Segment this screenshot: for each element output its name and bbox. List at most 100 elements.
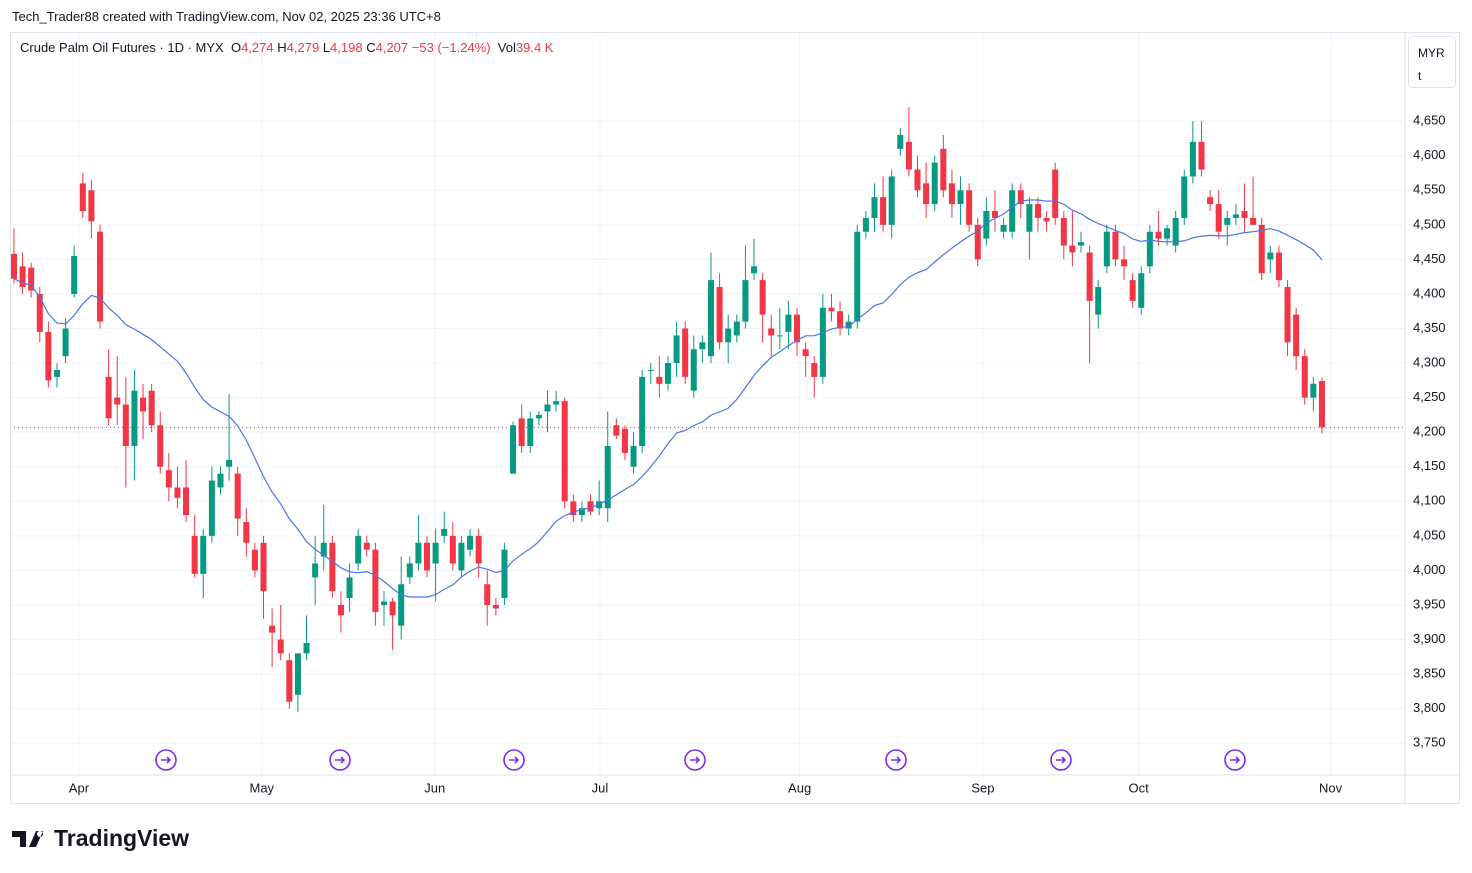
event-icons[interactable] xyxy=(155,749,1246,771)
candle-body xyxy=(1000,224,1007,232)
candle-body xyxy=(441,528,448,536)
candle-body xyxy=(776,335,783,337)
field-label: C xyxy=(366,40,376,55)
event-icon[interactable] xyxy=(1050,749,1072,771)
candle-body xyxy=(510,425,517,474)
candle-body xyxy=(1207,197,1214,205)
candle-body xyxy=(527,418,534,447)
candle-body xyxy=(286,660,293,702)
y-tick-label: 3,900 xyxy=(1413,631,1446,646)
candle-body xyxy=(165,470,172,488)
y-tick-label: 4,100 xyxy=(1413,493,1446,508)
y-tick-label: 4,550 xyxy=(1413,182,1446,197)
candle-body xyxy=(733,321,740,336)
field-label: H xyxy=(277,40,287,55)
y-tick-label: 4,300 xyxy=(1413,355,1446,370)
candle-body xyxy=(725,328,732,343)
candle-body xyxy=(114,397,121,405)
candle-body xyxy=(794,314,801,343)
candle-body xyxy=(458,542,465,571)
change: −53 (−1.24%) xyxy=(411,40,491,55)
candle-body xyxy=(983,211,990,239)
field-label: L xyxy=(322,40,331,55)
y-tick-label: 4,200 xyxy=(1413,424,1446,439)
candle-body xyxy=(656,376,663,384)
candle-body xyxy=(363,542,370,550)
candle-body xyxy=(174,487,181,498)
candle-body xyxy=(1164,228,1171,239)
credit: Tech_Trader88 created with TradingView.c… xyxy=(12,9,441,24)
candle-body xyxy=(940,148,947,191)
vol: 39.4 K xyxy=(515,40,554,55)
y-tick-label: 4,350 xyxy=(1413,320,1446,335)
candle-body xyxy=(630,446,637,467)
x-tick-label: Jul xyxy=(592,780,609,795)
candle-body xyxy=(759,280,766,315)
candle-body xyxy=(1043,217,1050,222)
candle-body xyxy=(415,542,422,564)
candle-body xyxy=(535,414,542,419)
candle-body xyxy=(96,231,104,322)
unit[interactable]: t xyxy=(1418,69,1422,83)
candle-body xyxy=(871,197,878,218)
field-value: 4,207 xyxy=(375,40,409,55)
y-tick-label: 4,150 xyxy=(1413,458,1446,473)
candle-body xyxy=(897,134,904,149)
y-tick-label: 4,000 xyxy=(1413,562,1446,577)
candle-body xyxy=(79,183,86,212)
candle-body xyxy=(467,535,474,550)
candle-body xyxy=(1275,252,1282,281)
candle-body xyxy=(406,563,413,578)
candle-body xyxy=(1103,231,1110,267)
candle-body xyxy=(260,542,267,592)
candle-body xyxy=(1129,280,1136,301)
candle-body xyxy=(501,549,508,599)
moving-average xyxy=(13,199,1323,598)
candle-body xyxy=(277,639,284,654)
candle-body xyxy=(768,328,775,336)
event-icon[interactable] xyxy=(684,749,706,771)
logo: TradingView xyxy=(12,825,189,852)
candle-body xyxy=(294,653,301,695)
candle-body xyxy=(664,363,671,384)
candle-body xyxy=(1258,224,1265,274)
event-icon[interactable] xyxy=(329,749,351,771)
candle-body xyxy=(1077,242,1085,246)
candle-body xyxy=(699,342,706,350)
candle-body xyxy=(1310,383,1317,398)
candle-body xyxy=(380,601,387,605)
candle-body xyxy=(966,190,973,225)
candle-body xyxy=(337,604,344,616)
candle-body xyxy=(974,224,981,260)
event-icon[interactable] xyxy=(885,749,907,771)
candle-body xyxy=(828,307,835,312)
candle-body xyxy=(303,642,310,654)
candle-body xyxy=(1017,190,1024,205)
currency-button[interactable]: MYR t xyxy=(1408,36,1456,88)
x-tick-label: Oct xyxy=(1129,780,1150,795)
candle-body xyxy=(544,404,551,412)
candle-body xyxy=(45,331,52,381)
y-tick-label: 3,750 xyxy=(1413,735,1446,750)
currency[interactable]: MYR xyxy=(1418,46,1445,60)
candle-body xyxy=(269,625,276,633)
candle-body xyxy=(208,480,215,536)
event-icon[interactable] xyxy=(155,749,177,771)
event-icon[interactable] xyxy=(503,749,525,771)
candle-body xyxy=(819,307,826,377)
candle-body xyxy=(716,287,723,343)
candle-body xyxy=(484,584,491,605)
candle-body xyxy=(346,577,353,599)
candle-body xyxy=(1198,141,1205,170)
x-tick-label: Nov xyxy=(1319,780,1343,795)
candle-body xyxy=(991,211,998,218)
candle-body xyxy=(914,169,921,191)
y-tick-label: 4,600 xyxy=(1413,147,1446,162)
candle-body xyxy=(372,549,379,612)
candle-body xyxy=(1284,287,1291,343)
candles xyxy=(10,107,1325,713)
event-icon[interactable] xyxy=(1224,749,1246,771)
candle-body xyxy=(251,549,258,571)
candle-body xyxy=(131,390,138,447)
